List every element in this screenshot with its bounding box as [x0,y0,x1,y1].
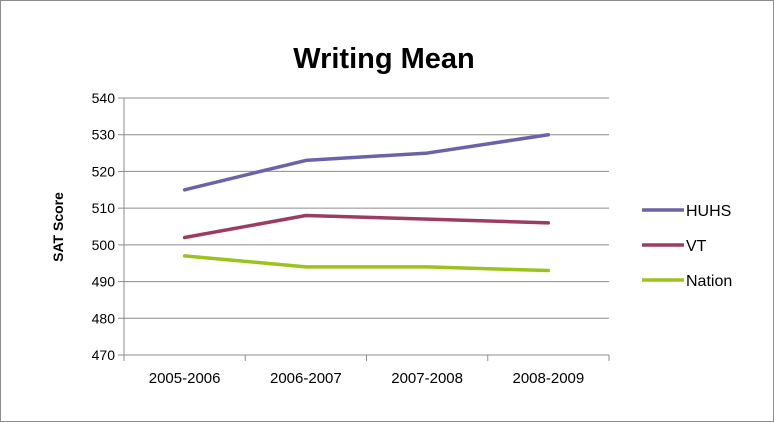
y-tick-label: 500 [92,237,116,253]
x-tick-label: 2008-2009 [513,370,585,387]
legend-label-nation: Nation [686,273,732,290]
y-tick-label: 490 [92,274,116,290]
series-line-vt [182,213,551,240]
y-tick-label: 540 [92,90,116,106]
x-tick-label: 2006-2007 [270,370,342,387]
legend-label-vt: VT [686,238,707,255]
y-tick-label: 470 [92,347,116,363]
y-tick-label: 510 [92,200,116,216]
y-tick-label: 480 [92,310,116,326]
series-line-nation [182,254,551,273]
x-tick-label: 2005-2006 [149,370,221,387]
legend-label-huhs: HUHS [686,203,731,220]
y-tick-label: 530 [92,127,116,143]
x-tick-label: 2007-2008 [391,370,463,387]
chart-title: Writing Mean [293,43,475,75]
series-line-huhs [182,132,551,192]
y-tick-label: 520 [92,163,116,179]
y-axis-label: SAT Score [50,192,66,262]
